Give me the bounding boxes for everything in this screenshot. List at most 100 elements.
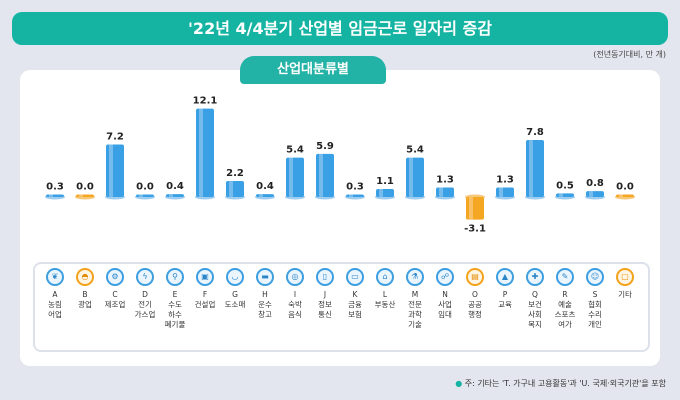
footnote-text: 주: 기타는 'T. 가구내 고용활동'과 'U. 국제·외국기관'을 포함 [464, 379, 666, 388]
people-icon: ☺ [586, 268, 604, 286]
category-I: ◎ I 숙박 음식 [280, 268, 310, 320]
category-K: ▭ K 금융 보험 [340, 268, 370, 320]
category-label: 예술 [558, 300, 572, 309]
category-label: 통신 [318, 310, 332, 319]
bar-기타 [616, 194, 634, 197]
category-D: ϟ D 전기 가스업 [130, 268, 160, 320]
bar-Q [526, 140, 544, 197]
category-label: O [472, 290, 478, 299]
category-label: F [202, 290, 208, 299]
value-label: 1.3 [436, 175, 454, 186]
bar-highlight [409, 157, 413, 197]
category-label: 여가 [558, 320, 572, 329]
category-label: A [52, 290, 58, 299]
category-O: ▤ O 공공 행정 [460, 268, 490, 320]
value-label: 0.3 [346, 182, 364, 193]
category-label: G [232, 290, 238, 299]
category-M: ⚗ M 전문 과학 기술 [400, 268, 430, 330]
bar-highlight [289, 157, 293, 197]
category-R: ✎ R 예술 스포츠 여가 [550, 268, 580, 330]
bar-J [316, 153, 334, 197]
value-label: 0.5 [556, 180, 574, 191]
category-label: H [262, 290, 268, 299]
tab-industry[interactable]: 산업대분류별 [240, 56, 386, 84]
bar-P [496, 187, 514, 197]
category-label: 기술 [408, 320, 422, 329]
bar-B [76, 194, 94, 197]
category-label: 보험 [348, 310, 362, 319]
category-label: 창고 [258, 310, 272, 319]
category-legend [33, 262, 650, 352]
value-label: 0.4 [166, 181, 184, 192]
truck-icon: ▬ [256, 268, 274, 286]
bar-highlight [559, 193, 563, 197]
laptop-icon: ▭ [346, 268, 364, 286]
category-label: M [411, 290, 419, 299]
bar-K [346, 194, 364, 197]
category-label: 수리 [588, 310, 602, 319]
bar-highlight [109, 144, 113, 197]
category-C: ⚙ C 제조업 [100, 268, 130, 310]
bar-G [226, 180, 244, 197]
bar-F [196, 108, 214, 197]
category-label: 교육 [498, 300, 512, 309]
page-title: '22년 4/4분기 산업별 임금근로 일자리 증감 [12, 12, 668, 45]
bar-highlight [259, 194, 263, 197]
basket-icon: ◡ [226, 268, 244, 286]
category-label: 스포츠 [554, 310, 576, 319]
value-label: 1.1 [376, 176, 394, 187]
lightning-icon: ϟ [136, 268, 154, 286]
category-label: K [352, 290, 358, 299]
category-label: 사업 [438, 300, 452, 309]
value-label: 5.9 [316, 141, 334, 152]
category-P: ▲ P 교육 [490, 268, 520, 310]
bar-I [286, 157, 304, 197]
scroll-icon: ▤ [466, 268, 484, 286]
category-기타: ▢ 기타 [610, 268, 640, 300]
category-label: 운수 [258, 300, 272, 309]
bar-highlight [319, 153, 323, 197]
category-label: 건설업 [194, 300, 216, 309]
category-label: 폐기물 [164, 320, 186, 329]
value-label: 0.0 [616, 182, 634, 193]
bar-highlight [349, 194, 353, 197]
art-icon: ✎ [556, 268, 574, 286]
category-G: ◡ G 도소매 [220, 268, 250, 310]
bar-L [376, 188, 394, 197]
bar-highlight [199, 108, 203, 197]
category-J: ▯ J 정보 통신 [310, 268, 340, 320]
category-S: ☺ S 협회 수리 개인 [580, 268, 610, 330]
faucet-icon: ⚲ [166, 268, 184, 286]
category-label: Q [532, 290, 538, 299]
bar-A [46, 194, 64, 197]
category-label: C [112, 290, 118, 299]
bar-highlight [169, 194, 173, 197]
graduation-cap-icon: ▲ [496, 268, 514, 286]
value-label: 0.0 [136, 182, 154, 193]
category-label: 전기 [138, 300, 152, 309]
unit-label: (전년동기대비, 만 개) [593, 50, 666, 59]
construction-icon: ▣ [196, 268, 214, 286]
category-label: R [562, 290, 568, 299]
value-label: 7.8 [526, 127, 544, 138]
category-label: J [323, 290, 327, 299]
category-label: 행정 [468, 310, 482, 319]
value-label: 2.2 [226, 168, 244, 179]
category-A: ❦ A 농림 어업 [40, 268, 70, 320]
bar-highlight [499, 187, 503, 197]
category-label: 임대 [438, 310, 452, 319]
value-label: -3.1 [464, 224, 486, 235]
document-icon: ▢ [616, 268, 634, 286]
category-label: 제조업 [104, 300, 126, 309]
bar-chart: 0.3 0.0 7.2 0.0 0.4 12.1 2.2 0.4 5.4 5.9 0.3 1.1 5.4… [45, 96, 635, 235]
category-label: 숙박 [288, 300, 302, 309]
bar-D [136, 194, 154, 197]
bar-E [166, 194, 184, 197]
category-label: 공공 [468, 300, 482, 309]
category-label: 수도 [168, 300, 182, 309]
category-label: E [172, 290, 178, 299]
category-label: 하수 [168, 310, 182, 319]
bar-S [586, 191, 604, 197]
dish-icon: ◎ [286, 268, 304, 286]
helmet-icon: ◓ [76, 268, 94, 286]
